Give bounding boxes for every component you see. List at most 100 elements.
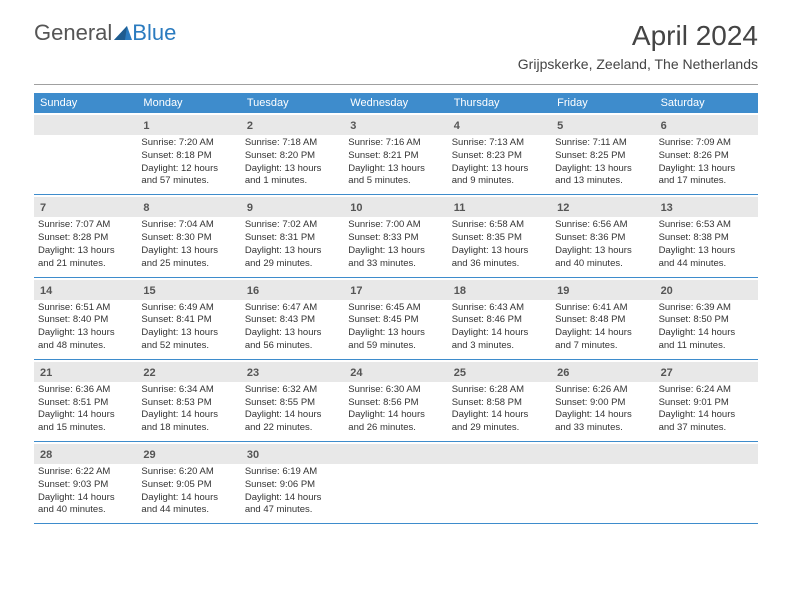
day-number-row [344,444,447,464]
day-number: 14 [40,285,52,297]
day-number: 23 [247,367,259,379]
day-number-row: 20 [655,280,758,300]
day-number: 12 [557,202,569,214]
day-number: 21 [40,367,52,379]
day-cell: 6 Sunrise: 7:09 AMSunset: 8:26 PMDaylight… [655,113,758,194]
day-cell: 30Sunrise: 6:19 AMSunset: 9:06 PMDayligh… [241,442,344,523]
day-number-row: 16 [241,280,344,300]
day-cell: 28Sunrise: 6:22 AMSunset: 9:03 PMDayligh… [34,442,137,523]
day-number: 27 [661,367,673,379]
day-number-row: 19 [551,280,654,300]
logo-triangle-icon [114,20,132,46]
day-number-row: 7 [34,197,137,217]
day-number: 24 [350,367,362,379]
day-number-row: 12 [551,197,654,217]
day-cell [655,442,758,523]
day-details: Sunrise: 7:11 AMSunset: 8:25 PMDaylight:… [555,137,650,188]
day-details: Sunrise: 6:56 AMSunset: 8:36 PMDaylight:… [555,219,650,270]
day-number: 8 [143,202,149,214]
day-cell: 2Sunrise: 7:18 AMSunset: 8:20 PMDaylight… [241,113,344,194]
day-number: 1 [143,120,149,132]
day-cell [344,442,447,523]
day-number-row: 17 [344,280,447,300]
day-cell: 24 Sunrise: 6:30 AMSunset: 8:56 PMDayligh… [344,360,447,441]
day-details: Sunrise: 6:53 AMSunset: 8:38 PMDaylight:… [659,219,754,270]
day-number: 22 [143,367,155,379]
weekday-header: Friday [551,93,654,113]
day-number: 17 [350,285,362,297]
day-cell: 21Sunrise: 6:36 AMSunset: 8:51 PMDayligh… [34,360,137,441]
day-number: 16 [247,285,259,297]
day-cell: 12 Sunrise: 6:56 AMSunset: 8:36 PMDayligh… [551,195,654,276]
day-cell: 10Sunrise: 7:00 AMSunset: 8:33 PMDayligh… [344,195,447,276]
header: General Blue April 2024 Grijpskerke, Zee… [0,0,792,80]
day-number: 9 [247,202,253,214]
day-details: Sunrise: 6:49 AMSunset: 8:41 PMDaylight:… [141,302,236,353]
day-number: 2 [247,120,253,132]
day-number-row: 1 [137,115,240,135]
weekday-header: Monday [137,93,240,113]
day-number-row: 28 [34,444,137,464]
day-details: Sunrise: 6:19 AMSunset: 9:06 PMDaylight:… [245,466,340,517]
month-title: April 2024 [518,20,758,52]
day-details: Sunrise: 6:30 AMSunset: 8:56 PMDaylight:… [348,384,443,435]
day-number-row: 4 [448,115,551,135]
day-number: 29 [143,449,155,461]
day-details: Sunrise: 6:26 AMSunset: 9:00 PMDaylight:… [555,384,650,435]
day-number-row: 2 [241,115,344,135]
day-number: 6 [661,120,667,132]
day-cell: 20Sunrise: 6:39 AMSunset: 8:50 PMDayligh… [655,278,758,359]
day-number: 4 [454,120,460,132]
day-cell: 14Sunrise: 6:51 AMSunset: 8:40 PMDayligh… [34,278,137,359]
day-details: Sunrise: 6:32 AMSunset: 8:55 PMDaylight:… [245,384,340,435]
weekday-header: Sunday [34,93,137,113]
day-cell: 17 Sunrise: 6:45 AMSunset: 8:45 PMDayligh… [344,278,447,359]
day-number-row: 9 [241,197,344,217]
day-details: Sunrise: 7:04 AMSunset: 8:30 PMDaylight:… [141,219,236,270]
day-cell [448,442,551,523]
day-cell: 3Sunrise: 7:16 AMSunset: 8:21 PMDaylight… [344,113,447,194]
week-row: 21Sunrise: 6:36 AMSunset: 8:51 PMDayligh… [34,360,758,442]
day-details: Sunrise: 6:20 AMSunset: 9:05 PMDaylight:… [141,466,236,517]
day-number-row [34,115,137,135]
day-number: 25 [454,367,466,379]
day-details: Sunrise: 7:00 AMSunset: 8:33 PMDaylight:… [348,219,443,270]
day-details: Sunrise: 6:41 AMSunset: 8:48 PMDaylight:… [555,302,650,353]
title-block: April 2024 Grijpskerke, Zeeland, The Net… [518,20,758,72]
day-details: Sunrise: 7:02 AMSunset: 8:31 PMDaylight:… [245,219,340,270]
day-number-row: 18 [448,280,551,300]
day-number: 3 [350,120,356,132]
day-cell: 5Sunrise: 7:11 AMSunset: 8:25 PMDaylight… [551,113,654,194]
day-number-row: 30 [241,444,344,464]
logo-text-1: General [34,20,112,46]
day-details: Sunrise: 7:13 AMSunset: 8:23 PMDaylight:… [452,137,547,188]
day-details: Sunrise: 7:09 AMSunset: 8:26 PMDaylight:… [659,137,754,188]
day-cell: 19 Sunrise: 6:41 AMSunset: 8:48 PMDayligh… [551,278,654,359]
day-number-row: 3 [344,115,447,135]
day-details: Sunrise: 6:45 AMSunset: 8:45 PMDaylight:… [348,302,443,353]
weeks-container: 1 Sunrise: 7:20 AMSunset: 8:18 PMDaylight… [34,113,758,524]
day-cell: 25 Sunrise: 6:28 AMSunset: 8:58 PMDayligh… [448,360,551,441]
day-number: 19 [557,285,569,297]
day-details: Sunrise: 6:28 AMSunset: 8:58 PMDaylight:… [452,384,547,435]
weekday-header: Saturday [655,93,758,113]
day-details: Sunrise: 6:24 AMSunset: 9:01 PMDaylight:… [659,384,754,435]
day-number-row: 15 [137,280,240,300]
day-cell: 26 Sunrise: 6:26 AMSunset: 9:00 PMDayligh… [551,360,654,441]
day-details: Sunrise: 6:58 AMSunset: 8:35 PMDaylight:… [452,219,547,270]
day-number: 26 [557,367,569,379]
day-details: Sunrise: 6:43 AMSunset: 8:46 PMDaylight:… [452,302,547,353]
day-cell: 29 Sunrise: 6:20 AMSunset: 9:05 PMDayligh… [137,442,240,523]
day-details: Sunrise: 7:20 AMSunset: 8:18 PMDaylight:… [141,137,236,188]
day-number-row: 21 [34,362,137,382]
logo: General Blue [34,20,176,46]
day-number-row: 27 [655,362,758,382]
day-number-row: 29 [137,444,240,464]
day-cell: 23 Sunrise: 6:32 AMSunset: 8:55 PMDayligh… [241,360,344,441]
day-number-row: 11 [448,197,551,217]
day-cell: 7Sunrise: 7:07 AMSunset: 8:28 PMDaylight… [34,195,137,276]
day-number: 28 [40,449,52,461]
day-number: 20 [661,285,673,297]
day-cell [34,113,137,194]
day-number-row: 23 [241,362,344,382]
